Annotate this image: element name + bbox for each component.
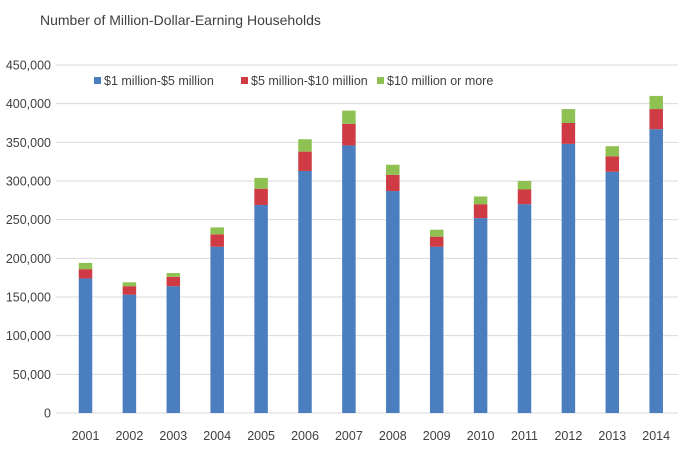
x-tick-label: 2009 <box>423 429 451 443</box>
bar-segment-2009-series-2 <box>429 229 444 237</box>
y-tick-label: 200,000 <box>6 252 51 266</box>
bar-segment-2007-series-2 <box>342 110 356 124</box>
bar-segment-2002-series-1 <box>122 286 137 295</box>
bar-segment-2012-series-2 <box>561 109 576 123</box>
y-tick-label: 250,000 <box>6 213 51 227</box>
bar-segment-2014-series-1 <box>649 109 663 130</box>
legend-swatch <box>241 77 248 84</box>
x-tick-label: 2004 <box>203 429 231 443</box>
bar-segment-2009-series-1 <box>429 236 444 247</box>
bar-segment-2004-series-0 <box>210 246 224 413</box>
bar-segment-2001-series-0 <box>78 278 93 413</box>
bar-segment-2011-series-0 <box>517 204 532 413</box>
legend-label: $1 million-$5 million <box>104 74 214 88</box>
chart-title: Number of Million-Dollar-Earning Househo… <box>40 12 321 28</box>
bar-segment-2003-series-0 <box>166 286 181 413</box>
bar-segment-2002-series-0 <box>122 294 137 413</box>
bar-segment-2001-series-2 <box>78 262 93 270</box>
bar-segment-2005-series-1 <box>254 188 268 205</box>
bar-segment-2008-series-1 <box>386 174 400 192</box>
y-tick-label: 400,000 <box>6 97 51 111</box>
y-tick-label: 0 <box>44 407 51 421</box>
y-tick-label: 450,000 <box>6 59 51 73</box>
y-tick-label: 100,000 <box>6 329 51 343</box>
legend-swatch <box>377 77 384 84</box>
bar-segment-2010-series-1 <box>473 204 488 219</box>
y-tick-label: 350,000 <box>6 136 51 150</box>
bar-segment-2013-series-2 <box>605 146 620 157</box>
bar-segment-2010-series-0 <box>473 218 488 413</box>
bar-segment-2010-series-2 <box>473 196 488 205</box>
bar-segment-2013-series-0 <box>605 171 620 413</box>
bar-segment-2012-series-0 <box>561 143 576 413</box>
bar-segment-2014-series-0 <box>649 129 663 414</box>
x-tick-label: 2010 <box>467 429 495 443</box>
bar-segment-2009-series-0 <box>429 246 444 413</box>
bar-segment-2007-series-1 <box>342 123 356 146</box>
x-tick-label: 2006 <box>291 429 319 443</box>
bar-segment-2006-series-1 <box>298 151 312 171</box>
x-tick-label: 2014 <box>642 429 670 443</box>
x-tick-label: 2008 <box>379 429 407 443</box>
bar-segment-2001-series-1 <box>78 269 93 279</box>
bar-segment-2003-series-2 <box>166 273 181 277</box>
bar-segment-2006-series-2 <box>298 139 312 152</box>
legend-label: $5 million-$10 million <box>251 74 368 88</box>
bar-segment-2004-series-2 <box>210 227 224 235</box>
bar-segment-2004-series-1 <box>210 234 224 247</box>
bar-segment-2005-series-0 <box>254 204 268 413</box>
y-tick-label: 300,000 <box>6 175 51 189</box>
bar-segment-2006-series-0 <box>298 170 312 413</box>
bar-segment-2014-series-2 <box>649 95 663 110</box>
bar-segment-2008-series-0 <box>386 191 400 413</box>
x-tick-label: 2007 <box>335 429 363 443</box>
legend-swatch <box>94 77 101 84</box>
x-tick-label: 2002 <box>115 429 143 443</box>
x-tick-label: 2005 <box>247 429 275 443</box>
bar-segment-2008-series-2 <box>386 164 400 175</box>
x-tick-label: 2013 <box>598 429 626 443</box>
bar-segment-2013-series-1 <box>605 156 620 172</box>
bar-segment-2005-series-2 <box>254 177 268 189</box>
bar-segment-2011-series-1 <box>517 189 532 205</box>
x-tick-label: 2011 <box>511 429 538 443</box>
y-tick-label: 150,000 <box>6 291 51 305</box>
legend-label: $10 million or more <box>387 74 493 88</box>
bar-segment-2012-series-1 <box>561 123 576 144</box>
x-tick-label: 2003 <box>159 429 187 443</box>
y-tick-label: 50,000 <box>13 368 51 382</box>
x-tick-label: 2012 <box>554 429 582 443</box>
bar-segment-2002-series-2 <box>122 282 137 287</box>
bar-segment-2011-series-2 <box>517 181 532 190</box>
bar-segment-2007-series-0 <box>342 145 356 413</box>
bar-segment-2003-series-1 <box>166 276 181 287</box>
x-tick-label: 2001 <box>72 429 100 443</box>
